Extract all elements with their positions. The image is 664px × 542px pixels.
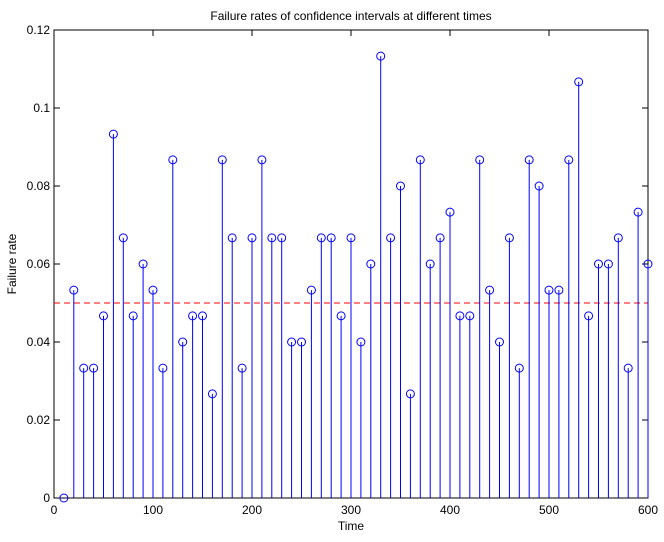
stem-marker	[297, 337, 306, 347]
stem-marker	[287, 337, 297, 347]
stem-marker	[257, 155, 267, 165]
stem-marker	[356, 337, 366, 347]
stem-marker	[495, 337, 504, 347]
stem-marker	[158, 363, 168, 373]
x-tick-label: 200	[242, 503, 262, 517]
stem-marker	[594, 259, 603, 269]
stem-marker	[376, 51, 386, 61]
stem-marker	[366, 259, 376, 269]
stem-marker	[504, 233, 514, 243]
stem-marker	[168, 155, 178, 165]
x-tick-label: 300	[341, 503, 361, 517]
stem-marker	[326, 233, 336, 243]
stem-marker	[524, 155, 534, 165]
x-axis-label: Time	[338, 519, 365, 533]
stem-marker	[108, 129, 118, 139]
stem-marker	[415, 155, 425, 165]
stem-marker	[623, 363, 633, 373]
x-tick-label: 500	[539, 503, 559, 517]
stem-marker	[405, 389, 415, 399]
stem-marker	[514, 363, 524, 373]
stem-marker	[128, 311, 138, 321]
stem-marker	[584, 311, 594, 321]
y-tick-label: 0.08	[27, 179, 51, 193]
y-tick-label: 0	[43, 491, 50, 505]
stem-marker	[198, 311, 207, 321]
y-tick-label: 0.12	[27, 23, 51, 37]
y-tick-labels: 0 0.02 0.04 0.06 0.08 0.1 0.12	[27, 23, 51, 505]
stem-marker	[316, 233, 326, 243]
y-tick-label: 0.06	[27, 257, 51, 271]
stem-marker	[247, 233, 257, 243]
stem-marker	[564, 155, 574, 165]
stem-marker	[396, 181, 405, 191]
stem-marker	[455, 311, 465, 321]
stem-marker	[475, 155, 485, 165]
stem-marker	[118, 233, 128, 243]
stem-markers	[59, 51, 653, 503]
stem-marker	[643, 259, 653, 269]
stem-marker	[386, 233, 396, 243]
stems	[73, 56, 649, 498]
stem-marker	[336, 311, 346, 321]
stem-marker	[445, 207, 455, 217]
stem-marker	[633, 207, 643, 217]
stem-marker	[227, 233, 237, 243]
stem-marker	[267, 233, 277, 243]
stem-marker	[346, 233, 356, 243]
y-tick-label: 0.04	[27, 335, 51, 349]
stem-marker	[89, 363, 99, 373]
stem-marker	[79, 363, 89, 373]
chart-title: Failure rates of confidence intervals at…	[210, 9, 491, 23]
stem-marker	[178, 337, 188, 347]
stem-marker	[574, 77, 584, 87]
stem-marker	[207, 389, 217, 399]
stem-marker	[465, 311, 475, 321]
x-tick-label: 600	[638, 503, 658, 517]
y-axis-label: Failure rate	[5, 233, 19, 294]
stem-marker	[435, 233, 445, 243]
stem-marker	[138, 259, 148, 269]
stem-marker	[534, 181, 544, 191]
stem-marker	[59, 493, 69, 503]
x-tick-label: 0	[51, 503, 58, 517]
stem-marker	[188, 311, 198, 321]
stem-marker	[603, 259, 613, 269]
x-tick-labels: 0 100 200 300 400 500 600	[51, 503, 659, 517]
stem-marker	[148, 285, 158, 295]
stem-marker	[217, 155, 227, 165]
stem-marker	[544, 285, 554, 295]
x-tick-label: 400	[440, 503, 460, 517]
y-tick-label: 0.1	[33, 101, 50, 115]
stem-marker	[277, 233, 287, 243]
stem-marker	[485, 285, 495, 295]
stem-marker	[306, 285, 316, 295]
stem-marker	[69, 285, 79, 295]
stem-marker	[99, 311, 108, 321]
stem-marker	[237, 363, 247, 373]
x-tick-label: 100	[143, 503, 163, 517]
stem-marker	[425, 259, 435, 269]
stem-marker	[613, 233, 623, 243]
y-tick-label: 0.02	[27, 413, 51, 427]
stem-marker	[554, 285, 564, 295]
